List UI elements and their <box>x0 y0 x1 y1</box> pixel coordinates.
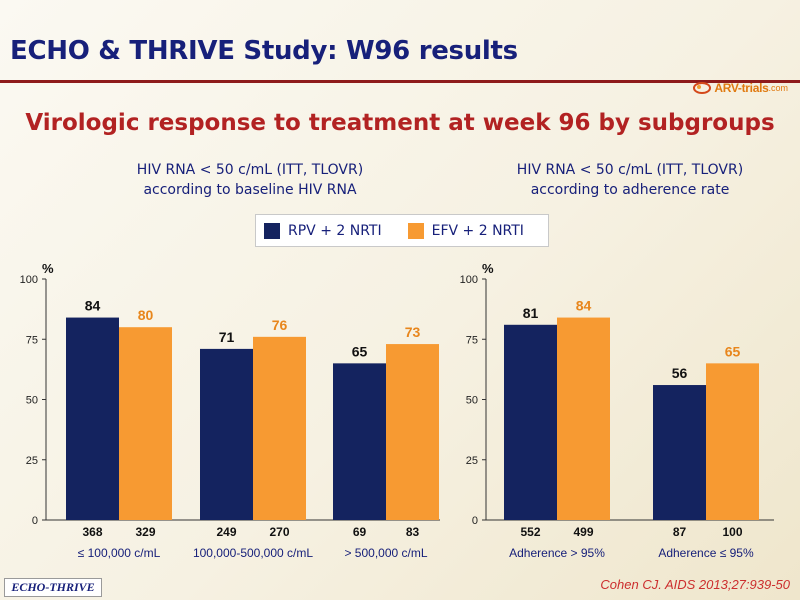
left-bar-efv <box>119 327 172 520</box>
left-bar-value-label: 76 <box>272 317 288 333</box>
left-panel-title: HIV RNA < 50 c/mL (ITT, TLOVR) according… <box>80 160 420 200</box>
ribbon-icon <box>692 81 712 95</box>
left-y-tick-label: 0 <box>32 515 38 527</box>
right-bar-n-label: 552 <box>520 525 540 539</box>
footer-brand: ECHO-THRIVE <box>4 578 102 597</box>
left-category-label: ≤ 100,000 c/mL <box>78 546 161 560</box>
right-y-tick-label: 0 <box>472 515 478 527</box>
left-bar-value-label: 84 <box>85 298 101 314</box>
right-panel-title: HIV RNA < 50 c/mL (ITT, TLOVR) according… <box>470 160 790 200</box>
left-bar-value-label: 80 <box>138 307 154 323</box>
right-category-label: Adherence > 95% <box>509 546 605 560</box>
right-bar-efv <box>706 363 759 520</box>
legend-item-rpv: RPV + 2 NRTI <box>264 222 382 239</box>
left-category-label: 100,000-500,000 c/mL <box>193 546 313 560</box>
left-category-label: > 500,000 c/mL <box>344 546 427 560</box>
legend-label-efv: EFV + 2 NRTI <box>431 222 524 239</box>
logo-suffix: .com <box>768 83 788 93</box>
left-y-tick-label: 100 <box>20 274 38 286</box>
right-bar-value-label: 65 <box>725 343 741 359</box>
left-bar-value-label: 71 <box>219 329 235 345</box>
left-bar-n-label: 249 <box>216 525 236 539</box>
right-bar-rpv <box>504 324 557 520</box>
logo: ARV-trials .com <box>692 78 788 98</box>
left-bar-value-label: 65 <box>352 343 368 359</box>
left-bar-n-label: 270 <box>269 525 289 539</box>
logo-text: ARV-trials <box>714 81 769 95</box>
right-y-tick-label: 25 <box>466 455 478 467</box>
right-panel-title-line2: according to adherence rate <box>530 182 730 198</box>
right-category-label: Adherence ≤ 95% <box>658 546 754 560</box>
legend: RPV + 2 NRTI EFV + 2 NRTI <box>255 214 549 247</box>
right-panel-title-line1: HIV RNA < 50 c/mL (ITT, TLOVR) <box>516 162 744 178</box>
legend-item-efv: EFV + 2 NRTI <box>407 222 524 239</box>
left-bar-n-label: 69 <box>353 525 367 539</box>
right-y-tick-label: 50 <box>466 395 478 407</box>
left-bar-efv <box>253 336 306 520</box>
citation: Cohen CJ. AIDS 2013;27:939-50 <box>600 577 790 592</box>
right-bar-value-label: 84 <box>576 298 592 314</box>
right-y-tick-label: 75 <box>466 334 478 346</box>
right-bar-n-label: 100 <box>722 525 742 539</box>
legend-label-rpv: RPV + 2 NRTI <box>288 222 382 239</box>
left-panel-title-line1: HIV RNA < 50 c/mL (ITT, TLOVR) <box>136 162 364 178</box>
right-bar-efv <box>557 317 610 520</box>
left-bar-efv <box>386 344 439 520</box>
right-bar-n-label: 87 <box>673 525 687 539</box>
left-bar-n-label: 329 <box>135 525 155 539</box>
left-bar-n-label: 83 <box>406 525 420 539</box>
left-bar-rpv <box>200 348 253 520</box>
left-bar-value-label: 73 <box>405 324 421 340</box>
right-bar-n-label: 499 <box>573 525 593 539</box>
left-y-unit-label: % <box>42 261 54 276</box>
slide-subtitle: Virologic response to treatment at week … <box>25 110 775 136</box>
left-y-tick-label: 50 <box>26 395 38 407</box>
right-bar-value-label: 56 <box>672 365 688 381</box>
left-bar-n-label: 368 <box>82 525 102 539</box>
right-y-unit-label: % <box>482 261 494 276</box>
slide-title: ECHO & THRIVE Study: W96 results <box>10 36 518 66</box>
left-y-tick-label: 25 <box>26 455 38 467</box>
right-y-tick-label: 100 <box>460 274 478 286</box>
title-divider <box>0 80 800 83</box>
left-bar-rpv <box>66 317 119 520</box>
legend-swatch-rpv <box>264 222 280 239</box>
left-bar-rpv <box>333 363 386 520</box>
left-panel-title-line2: according to baseline HIV RNA <box>143 182 357 198</box>
legend-swatch-efv <box>407 222 424 239</box>
right-bar-value-label: 81 <box>523 305 539 321</box>
right-bar-rpv <box>653 385 706 520</box>
left-y-tick-label: 75 <box>26 334 38 346</box>
